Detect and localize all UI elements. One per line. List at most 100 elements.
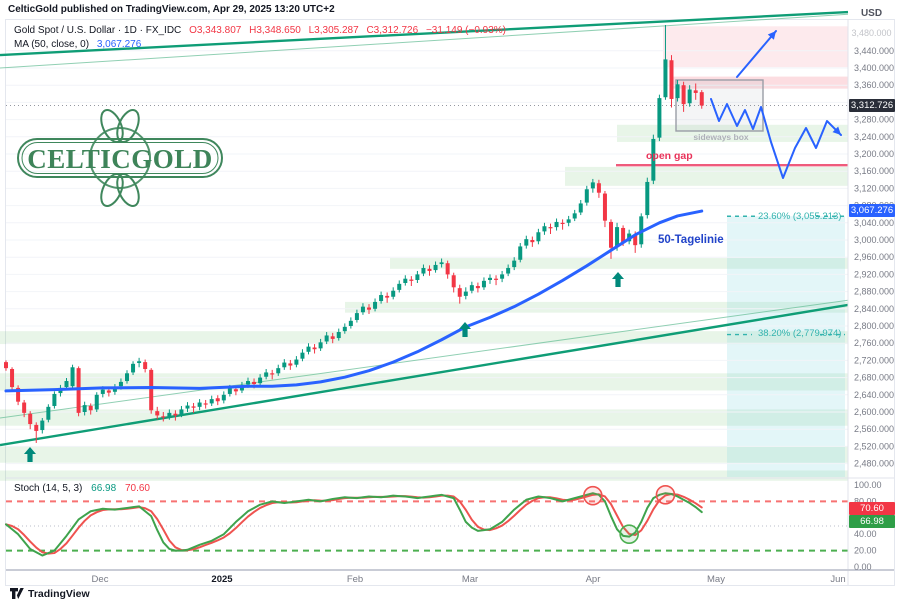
price-tick-label[interactable]: 3,000.000 bbox=[854, 235, 894, 245]
time-tick-label[interactable]: 2025 bbox=[211, 574, 233, 585]
candle-body bbox=[203, 403, 208, 405]
price-tick-label[interactable]: 3,280.000 bbox=[854, 115, 894, 125]
candle-body bbox=[584, 189, 589, 203]
candle-body bbox=[76, 368, 81, 413]
price-tick-label[interactable]: 3,440.000 bbox=[854, 46, 894, 56]
projection-zigzag-path[interactable] bbox=[710, 98, 842, 179]
price-tick-label[interactable]: 3,200.000 bbox=[854, 149, 894, 159]
candle-body bbox=[433, 264, 438, 271]
time-tick-label[interactable]: Feb bbox=[347, 574, 363, 585]
candle-body bbox=[348, 320, 353, 326]
price-tick-label[interactable]: 2,960.000 bbox=[854, 252, 894, 262]
candle-body bbox=[52, 393, 57, 406]
price-tick-label[interactable]: 2,720.000 bbox=[854, 355, 894, 365]
price-axis-currency[interactable]: USD bbox=[860, 8, 883, 19]
candle-body bbox=[602, 193, 607, 221]
tradingview-brand-text: TradingView bbox=[28, 588, 90, 600]
stoch-tick-label[interactable]: 20.00 bbox=[854, 546, 877, 556]
stoch-legend-title: Stoch (14, 5, 3) bbox=[14, 483, 83, 494]
candle-body bbox=[669, 60, 674, 99]
candle-body bbox=[330, 336, 335, 339]
price-tick-label[interactable]: 2,680.000 bbox=[854, 373, 894, 383]
price-tick-label[interactable]: 2,840.000 bbox=[854, 304, 894, 314]
candle-body bbox=[572, 213, 577, 219]
price-tick-label[interactable]: 3,360.000 bbox=[854, 80, 894, 90]
stoch-tick-label[interactable]: 100.00 bbox=[854, 480, 882, 490]
candle-body bbox=[16, 387, 21, 402]
ohlc-low: L3,305.287 bbox=[308, 25, 359, 36]
price-tick-label[interactable]: 3,400.000 bbox=[854, 63, 894, 73]
stoch-legend[interactable]: Stoch (14, 5, 3) 66.98 70.60 bbox=[14, 483, 150, 494]
candle-body bbox=[590, 182, 595, 189]
price-tick-label[interactable]: 3,120.000 bbox=[854, 183, 894, 193]
celticgold-watermark-logo: CELTICGOLD bbox=[17, 109, 223, 207]
candle-body bbox=[391, 290, 396, 297]
price-tick-label[interactable]: 3,040.000 bbox=[854, 218, 894, 228]
time-tick-label[interactable]: Mar bbox=[462, 574, 478, 585]
candle-body bbox=[542, 226, 547, 232]
candle-body bbox=[28, 413, 33, 425]
time-tick-label[interactable]: Apr bbox=[586, 574, 601, 585]
stoch-k-line bbox=[5, 492, 703, 557]
time-tick-label[interactable]: Dec bbox=[92, 574, 109, 585]
candle-body bbox=[94, 394, 99, 410]
candle-body bbox=[475, 286, 480, 289]
candle-body bbox=[494, 278, 499, 280]
trend-line[interactable] bbox=[0, 10, 849, 57]
projection-arrow-up[interactable] bbox=[736, 30, 777, 78]
candle-body bbox=[252, 381, 257, 385]
candle-body bbox=[70, 367, 75, 387]
price-tick-label[interactable]: 2,640.000 bbox=[854, 390, 894, 400]
candle-body bbox=[276, 368, 281, 374]
symbol-legend[interactable]: Gold Spot / U.S. Dollar · 1D · FX_IDC O3… bbox=[14, 25, 511, 36]
candle-body bbox=[409, 279, 414, 281]
price-tick-label[interactable]: 2,880.000 bbox=[854, 287, 894, 297]
candle-body bbox=[149, 369, 154, 411]
candle-body bbox=[397, 283, 402, 290]
candle-body bbox=[645, 181, 650, 216]
ma-50-line[interactable] bbox=[4, 209, 704, 393]
candle-body bbox=[403, 278, 408, 283]
ma-legend-value: 3,067.276 bbox=[96, 39, 142, 50]
price-tick-label[interactable]: 2,760.000 bbox=[854, 338, 894, 348]
candle-body bbox=[258, 377, 263, 384]
stoch-tick-label[interactable]: 0.00 bbox=[854, 562, 872, 572]
support-zone bbox=[0, 470, 848, 481]
stoch-tick-label[interactable]: 40.00 bbox=[854, 529, 877, 539]
stoch-tick-label[interactable]: 80.00 bbox=[854, 496, 877, 506]
candle-body bbox=[373, 301, 378, 309]
price-tick-label[interactable]: 2,480.000 bbox=[854, 459, 894, 469]
price-tick-label[interactable]: 2,800.000 bbox=[854, 321, 894, 331]
time-tick-label[interactable]: May bbox=[707, 574, 725, 585]
trend-line[interactable] bbox=[0, 299, 849, 419]
candle-body bbox=[34, 424, 39, 431]
price-tick-label[interactable]: 2,600.000 bbox=[854, 407, 894, 417]
candle-body bbox=[451, 275, 456, 288]
trend-line[interactable] bbox=[0, 303, 849, 447]
tradingview-attribution[interactable]: TradingView bbox=[10, 588, 90, 600]
candle-body bbox=[609, 221, 613, 248]
support-zone bbox=[565, 166, 848, 186]
price-tick-label[interactable]: 3,240.000 bbox=[854, 132, 894, 142]
stoch-d-value: 70.60 bbox=[124, 483, 150, 494]
price-tick-label[interactable]: 2,920.000 bbox=[854, 269, 894, 279]
time-tick-label[interactable]: Jun bbox=[830, 574, 845, 585]
trend-line[interactable] bbox=[0, 13, 849, 69]
price-tick-label[interactable]: 2,520.000 bbox=[854, 441, 894, 451]
ma-legend[interactable]: MA (50, close, 0) 3,067.276 bbox=[14, 39, 141, 50]
stoch-k-value: 66.98 bbox=[91, 483, 117, 494]
candle-body bbox=[651, 138, 656, 181]
price-tick-label[interactable]: 2,560.000 bbox=[854, 424, 894, 434]
stoch-d-badge: 70.60 bbox=[849, 502, 895, 515]
open-gap-label: open gap bbox=[646, 150, 693, 162]
candle-body bbox=[687, 89, 692, 104]
candle-body bbox=[221, 394, 226, 401]
price-tick-label[interactable]: 3,160.000 bbox=[854, 166, 894, 176]
candle-body bbox=[548, 227, 553, 229]
stoch-signal-circle bbox=[655, 485, 676, 505]
candle-body bbox=[22, 402, 27, 413]
candle-body bbox=[693, 90, 698, 93]
sideways-box-rect[interactable] bbox=[675, 79, 764, 132]
candle-body bbox=[530, 240, 535, 243]
